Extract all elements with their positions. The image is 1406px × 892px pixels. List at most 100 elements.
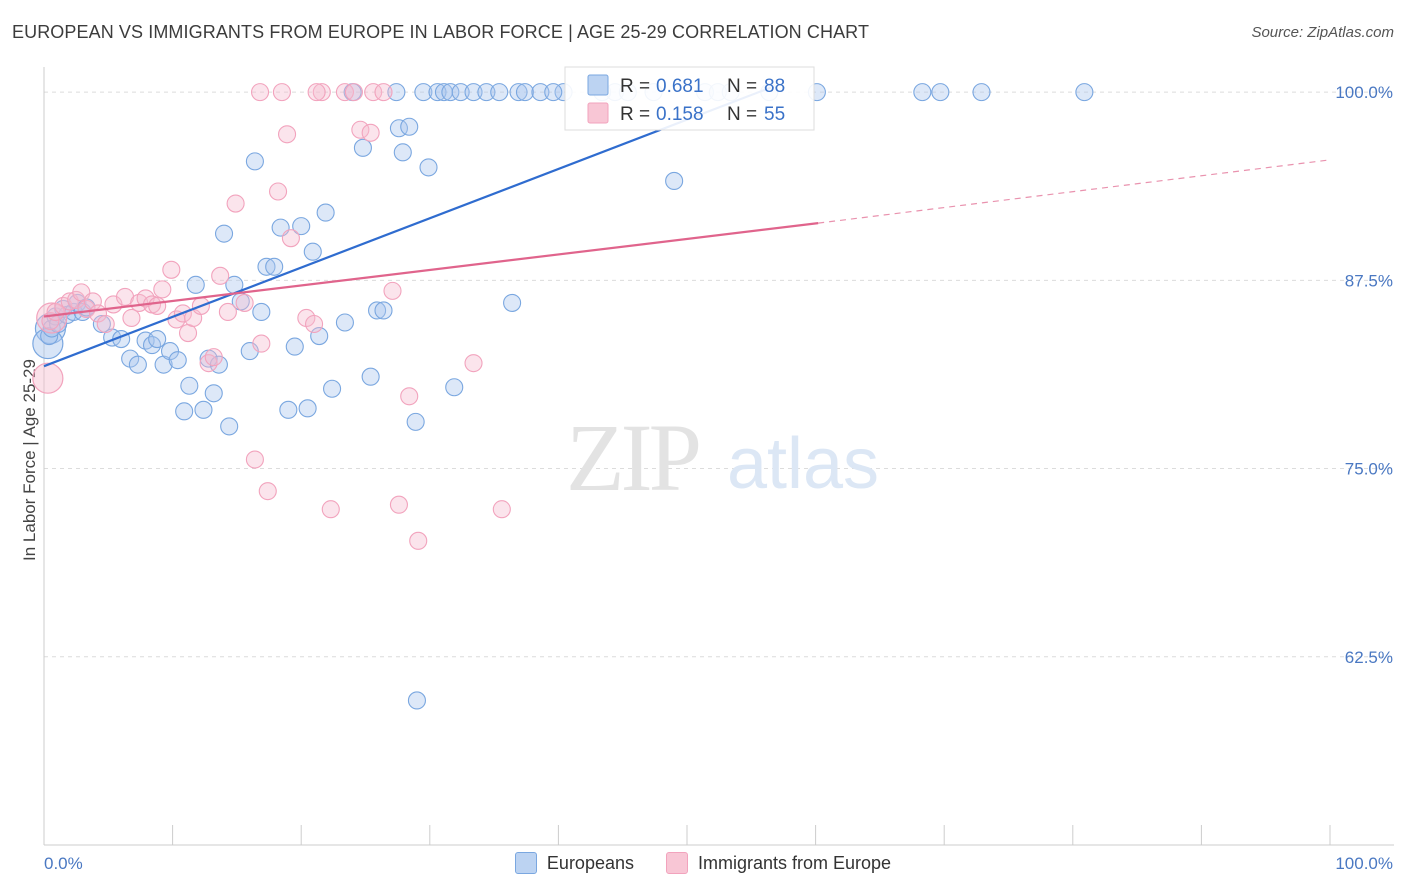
data-point-42 [351,120,370,139]
x-tick-label-min: 0.0% [44,854,83,873]
trend-line-immigrants [43,222,819,318]
data-point-21 [178,323,198,343]
data-point-76 [665,171,684,191]
data-point-24 [194,400,213,419]
data-point-31 [252,334,271,353]
data-point-44 [316,203,335,222]
data-point-23 [186,275,205,294]
data-point-44 [374,83,393,102]
watermark: ZIP atlas [566,404,879,511]
data-point-49 [361,367,380,386]
data-point-57 [414,83,433,102]
data-point-50 [368,301,387,320]
data-point-33 [245,152,264,171]
data-point-54 [361,123,380,142]
data-point-52 [387,83,406,102]
data-point-63 [451,83,470,102]
data-point-65 [477,83,496,102]
data-point-62 [445,378,464,397]
data-point-28 [214,224,234,243]
data-point-59 [428,83,447,102]
legend-r-value-immigrants: 0.158 [656,104,704,125]
trend-line-dashed-immigrants [818,159,1331,224]
data-point-85 [1075,83,1094,102]
data-point-87 [544,83,563,102]
data-point-58 [419,158,438,177]
data-point-25 [204,348,223,367]
bottom-legend: Europeans Immigrants from Europe [0,852,1406,874]
legend-swatch-immigrants [587,102,609,124]
data-point-55 [400,117,419,136]
data-point-29 [235,293,254,312]
bottom-legend-immigrants[interactable]: Immigrants from Europe [666,852,891,874]
data-point-70 [531,83,550,102]
bottom-legend-label-europeans: Europeans [546,852,634,873]
legend-n-value-immigrants: 55 [764,104,785,125]
series-layer [32,83,1094,710]
data-point-61 [441,83,460,102]
bottom-legend-label-immigrants: Immigrants from Europe [698,852,892,873]
data-point-27 [218,302,237,322]
chart-legend: R = 0.681 N = 88 R = 0.158 N = 55 [564,66,815,131]
data-point-69 [515,83,535,102]
data-point-46 [389,495,408,514]
data-point-35 [281,229,300,248]
legend-r-label-immigrants: R = [620,104,650,125]
data-point-18 [162,260,181,279]
data-point-24 [199,354,218,373]
data-point-22 [180,376,199,395]
data-point-51 [374,301,393,320]
data-point-26 [204,384,223,403]
bottom-legend-europeans[interactable]: Europeans [514,852,634,874]
y-tick-label-3: 62.5% [1345,648,1393,667]
legend-swatch-europeans [587,74,609,96]
data-point-28 [226,194,245,213]
data-point-38 [312,83,331,102]
data-point-10 [92,314,111,334]
data-point-83 [931,83,950,102]
data-point-49 [464,354,483,373]
data-point-33 [269,182,288,201]
series-europeans [32,83,1094,710]
data-point-43 [310,326,329,346]
data-point-46 [335,313,354,332]
data-point-16 [148,296,167,315]
trend-layer [43,86,1331,368]
y-tick-label-0: 100.0% [1335,83,1393,102]
trend-line-europeans [43,86,771,368]
data-point-35 [257,257,276,276]
bottom-legend-swatch-immigrants [666,852,688,874]
y-tick-label-2: 75.0% [1345,460,1393,479]
data-point-32 [258,482,277,501]
data-point-6 [77,299,96,318]
data-point-84 [972,83,991,102]
data-point-67 [503,293,522,312]
data-point-20 [168,351,187,370]
legend-r-value-europeans: 0.681 [656,76,704,97]
big-point-0 [36,302,68,334]
tick-labels: 100.0% 87.5% 75.0% 62.5% 0.0% 100.0% [44,83,1393,873]
legend-r-label-europeans: R = [620,76,650,97]
y-tick-label-1: 87.5% [1345,271,1393,290]
data-point-41 [344,83,363,102]
data-point-52 [307,83,326,102]
series-immigrants [32,83,511,550]
data-point-40 [292,217,311,236]
data-point-48 [353,138,372,157]
data-point-39 [285,337,304,356]
data-point-21 [175,402,194,421]
chart-title: EUROPEAN VS IMMIGRANTS FROM EUROPE IN LA… [12,22,870,42]
legend-n-label-immigrants: N = [727,104,757,125]
data-point-50 [492,500,511,519]
data-point-66 [490,83,509,102]
data-point-64 [464,83,483,102]
data-point-45 [323,379,342,398]
data-point-56 [406,412,425,431]
data-point-45 [383,281,402,300]
legend-n-value-europeans: 88 [764,76,785,97]
data-point-17 [153,280,172,299]
data-point-12 [122,308,141,328]
data-point-86 [407,691,426,710]
watermark-atlas: atlas [727,424,879,504]
